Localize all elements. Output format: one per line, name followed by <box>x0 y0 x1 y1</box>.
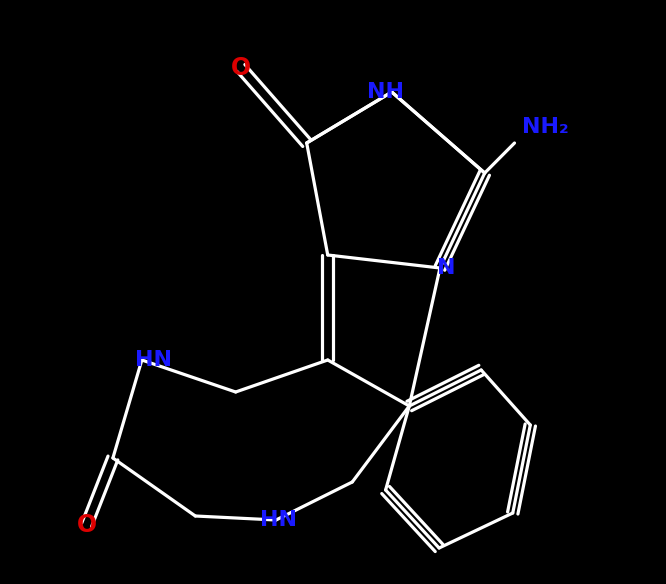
Text: N: N <box>437 258 455 278</box>
Text: HN: HN <box>260 510 298 530</box>
Text: O: O <box>77 513 97 537</box>
Text: NH₂: NH₂ <box>522 117 569 137</box>
Text: NH: NH <box>368 82 404 102</box>
Text: O: O <box>231 56 251 80</box>
Text: HN: HN <box>135 350 172 370</box>
